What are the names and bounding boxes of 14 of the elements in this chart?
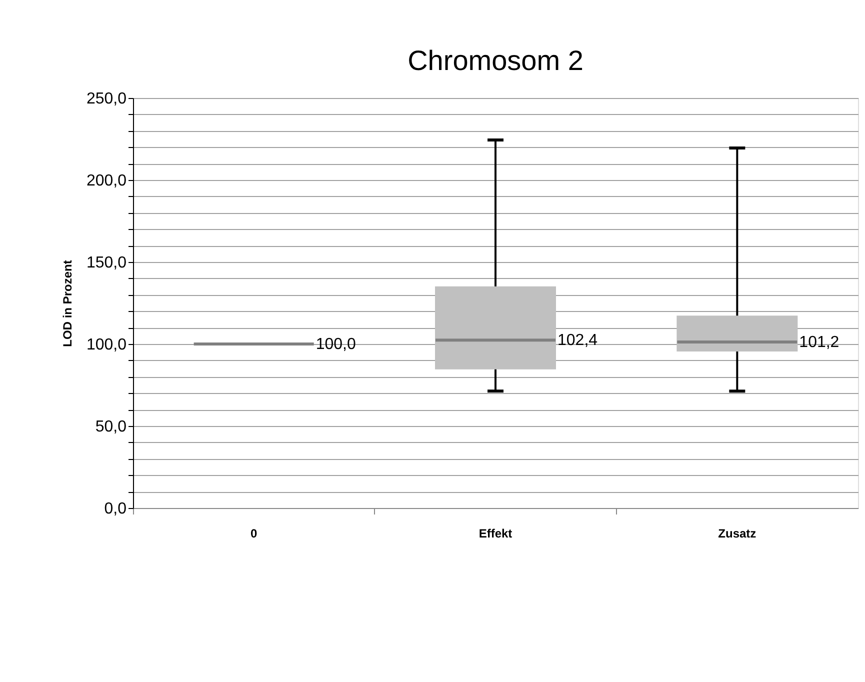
y-tick-label: 150,0 [86,254,127,272]
x-tick-label: Effekt [478,526,512,540]
y-tick-label: 50,0 [95,418,127,436]
x-tick-label: 0 [250,526,258,540]
x-tick-label: Zusatz [718,526,756,540]
y-axis-title: LOD in Prozent [60,260,74,347]
y-tick-label: 0,0 [104,500,127,518]
text: 101,2 [799,334,840,352]
y-tick-label: 250,0 [86,90,127,108]
text: 100,0 [316,336,356,353]
text: 102,4 [558,332,598,350]
y-tick-label: 200,0 [86,172,127,190]
y-tick-label: 100,0 [86,336,127,354]
chart-title: Chromosom 2 [408,45,584,76]
